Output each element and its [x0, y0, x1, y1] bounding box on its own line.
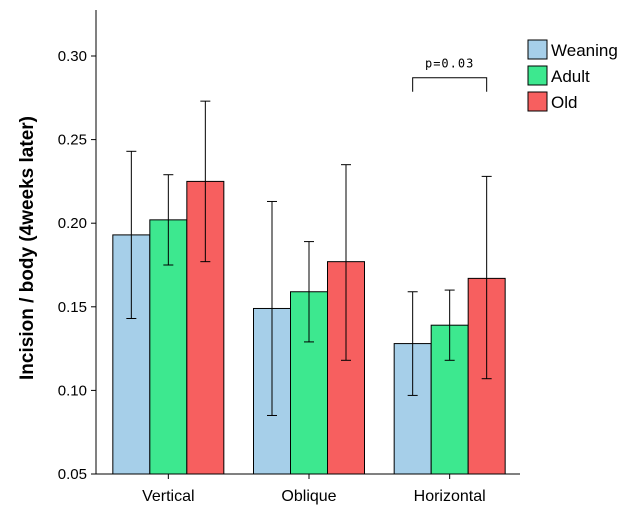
y-axis-title: Incision / body (4weeks later): [17, 116, 38, 380]
legend-label-adult: Adult: [551, 67, 590, 86]
legend-swatch-old: [527, 91, 548, 112]
y-tick-label: 0.30: [58, 48, 87, 65]
bar-vertical-old: [186, 180, 225, 475]
error-bar-horizontal-weaning: [407, 291, 418, 396]
legend-label-weaning: Weaning: [551, 41, 618, 60]
legend: Weaning Adult Old: [527, 39, 618, 112]
y-tick-label: 0.25: [58, 132, 87, 149]
legend-label-old: Old: [551, 93, 577, 112]
error-bar-oblique-weaning: [267, 200, 277, 416]
error-bar-horizontal-old: [481, 175, 492, 380]
error-bar-vertical-adult: [163, 174, 174, 266]
annotations: p=0.03: [412, 57, 488, 92]
error-bar-vertical-old: [200, 100, 211, 263]
y-tick-label: 0.15: [58, 299, 87, 316]
error-bar-oblique-old: [341, 164, 351, 361]
bar-horizontal-weaning: [393, 343, 432, 475]
y-tick-label: 0.05: [58, 466, 87, 483]
p-value-label: p=0.03: [425, 57, 474, 71]
legend-swatch-adult: [527, 65, 548, 86]
axes: 0.05 0.10 0.15 0.20 0.25 0.30 Vertical Oblique H…: [58, 10, 520, 505]
error-bar-oblique-adult: [304, 241, 314, 343]
x-tick-label-horizontal: Horizontal: [414, 488, 486, 505]
x-tick-label-oblique: Oblique: [281, 488, 336, 505]
bars: [112, 180, 506, 475]
y-tick-label: 0.20: [58, 215, 87, 232]
error-bar-horizontal-adult: [444, 289, 455, 361]
x-tick-label-vertical: Vertical: [142, 488, 194, 505]
y-tick-label: 0.10: [58, 382, 87, 399]
significance-bracket: [412, 77, 488, 92]
legend-swatch-weaning: [527, 39, 548, 60]
error-bars: [126, 100, 492, 416]
error-bar-vertical-weaning: [126, 150, 137, 320]
